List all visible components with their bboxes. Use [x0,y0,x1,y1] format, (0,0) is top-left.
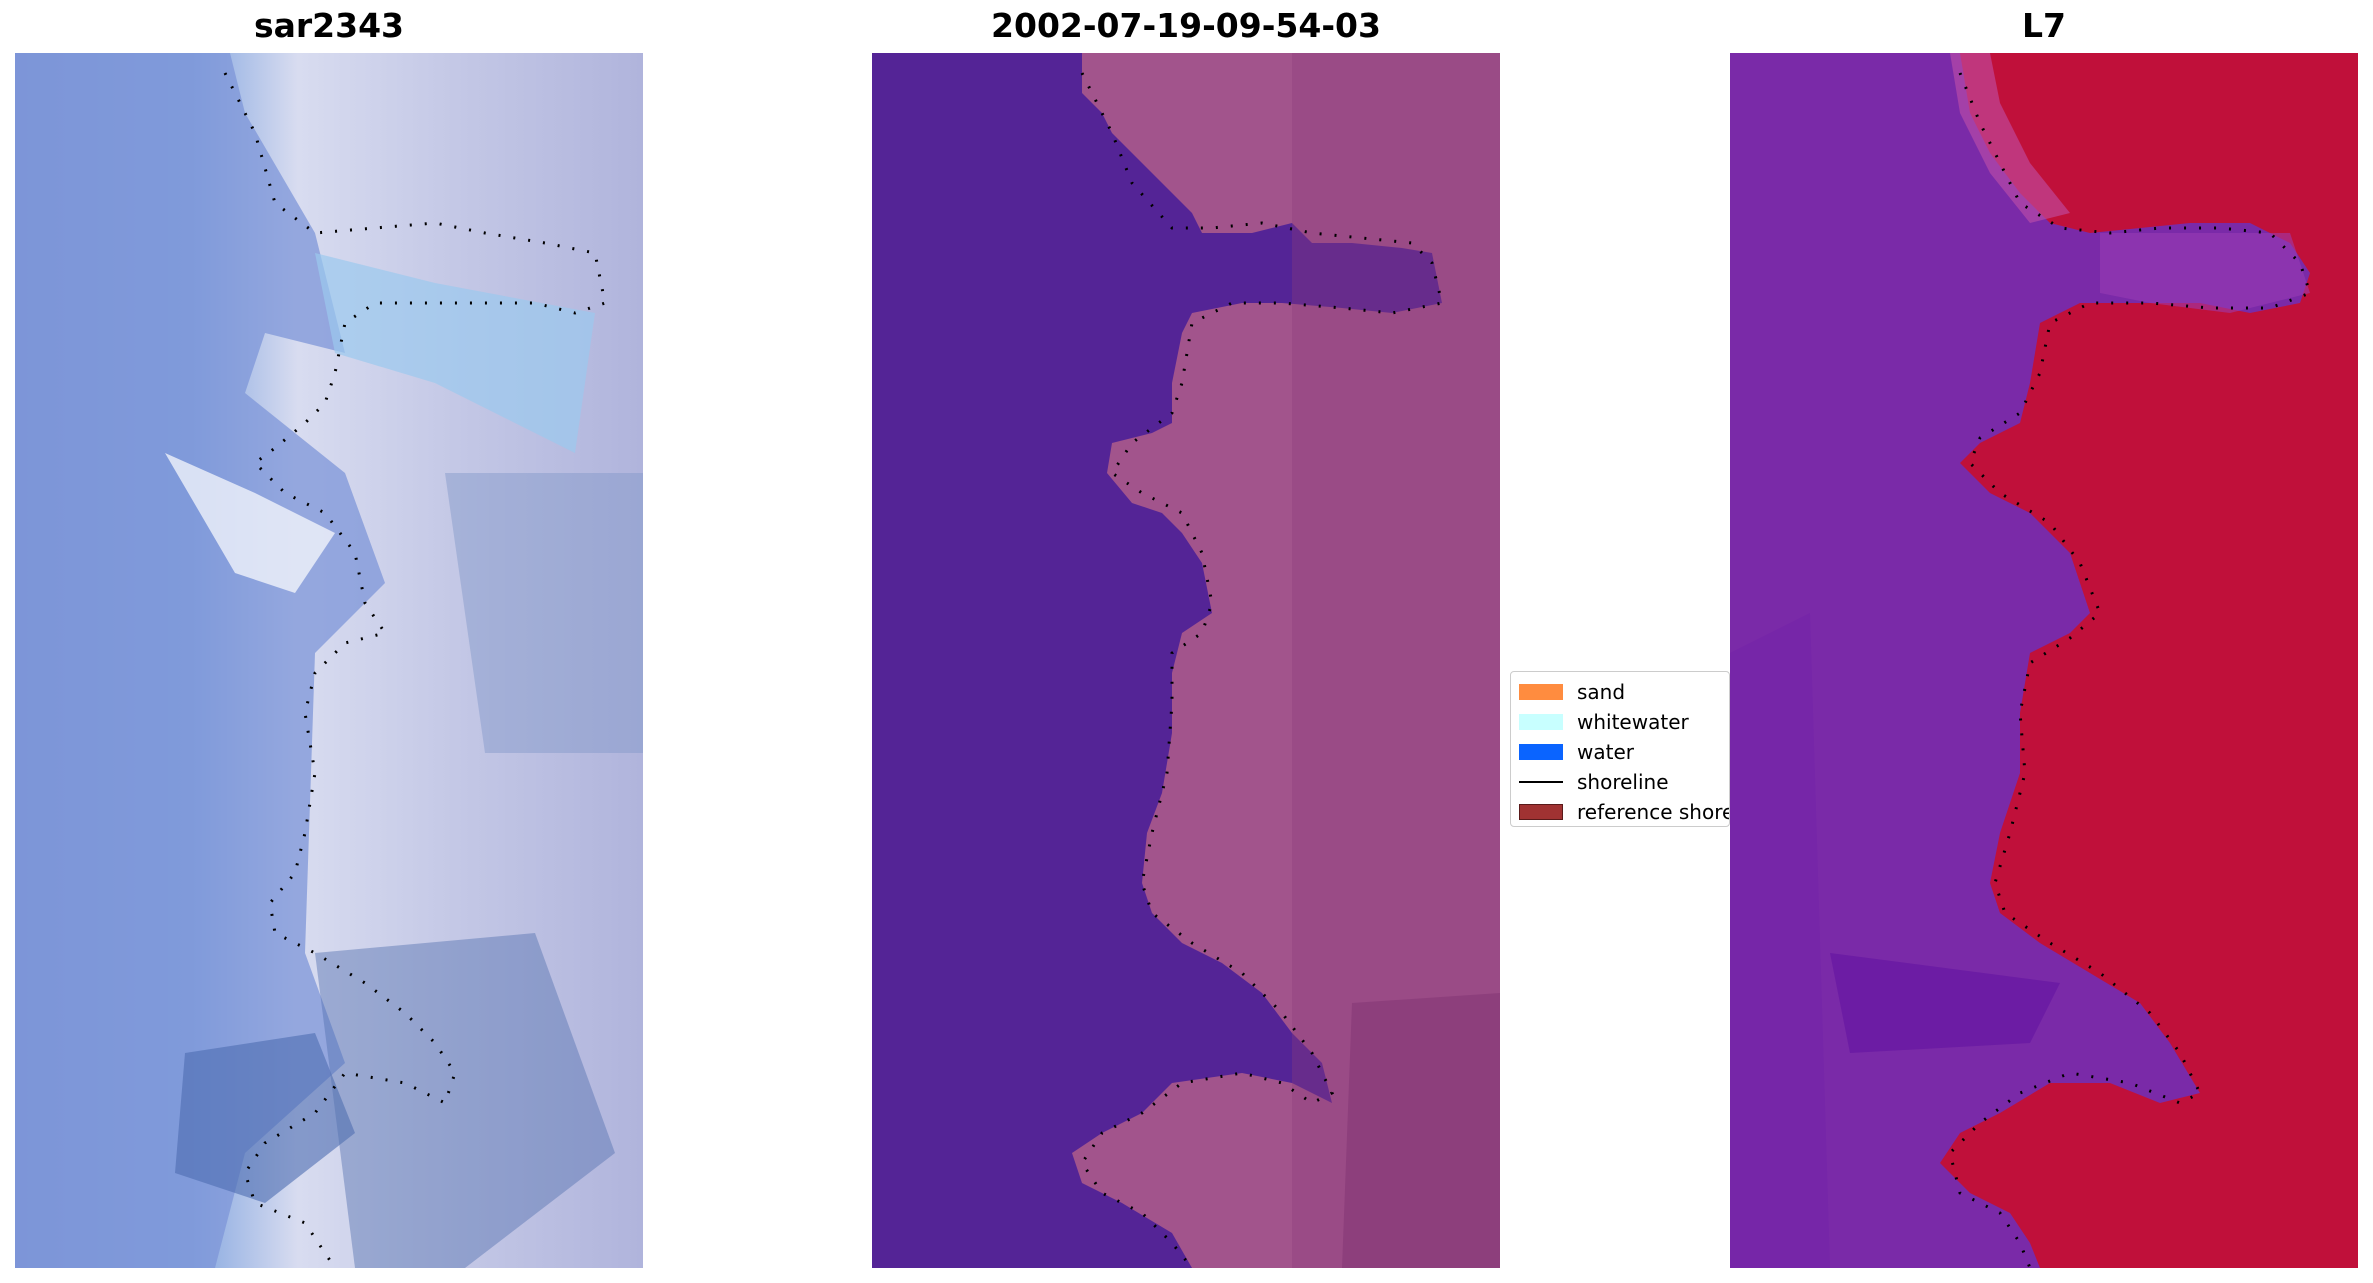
rgb-satellite-image [15,53,643,1268]
index-image-canvas [1730,53,2358,1268]
rgb-image-canvas [15,53,643,1268]
legend: sand whitewater water shoreline referenc… [1510,671,1730,827]
legend-item-water: water [1519,740,1634,764]
legend-item-reference-shoreline: reference shoreline [1519,800,1729,824]
sand-swatch [1519,684,1563,700]
legend-label-reference-shoreline: reference shoreline [1577,800,1729,824]
water-swatch [1519,744,1563,760]
index-image [1730,53,2358,1268]
legend-item-shoreline: shoreline [1519,770,1669,794]
shoreline-overlay-3 [1948,72,2312,1268]
classified-image [872,53,1500,1268]
legend-label-sand: sand [1577,680,1626,704]
legend-item-whitewater: whitewater [1519,710,1689,734]
panel-title-rgb: sar2343 [253,6,405,45]
panel-title-classified: 2002-07-19-09-54-03 [991,6,1381,45]
shoreline-line-icon [1519,781,1563,783]
legend-item-sand: sand [1519,680,1625,704]
panel-title-index: L7 [2022,6,2066,45]
legend-label-water: water [1577,740,1634,764]
shoreline-overlay-2 [1080,72,1444,1268]
classified-image-canvas [872,53,1500,1268]
whitewater-swatch [1519,714,1563,730]
legend-label-whitewater: whitewater [1577,710,1689,734]
reference-shoreline-swatch [1519,804,1563,820]
legend-label-shoreline: shoreline [1577,770,1669,794]
